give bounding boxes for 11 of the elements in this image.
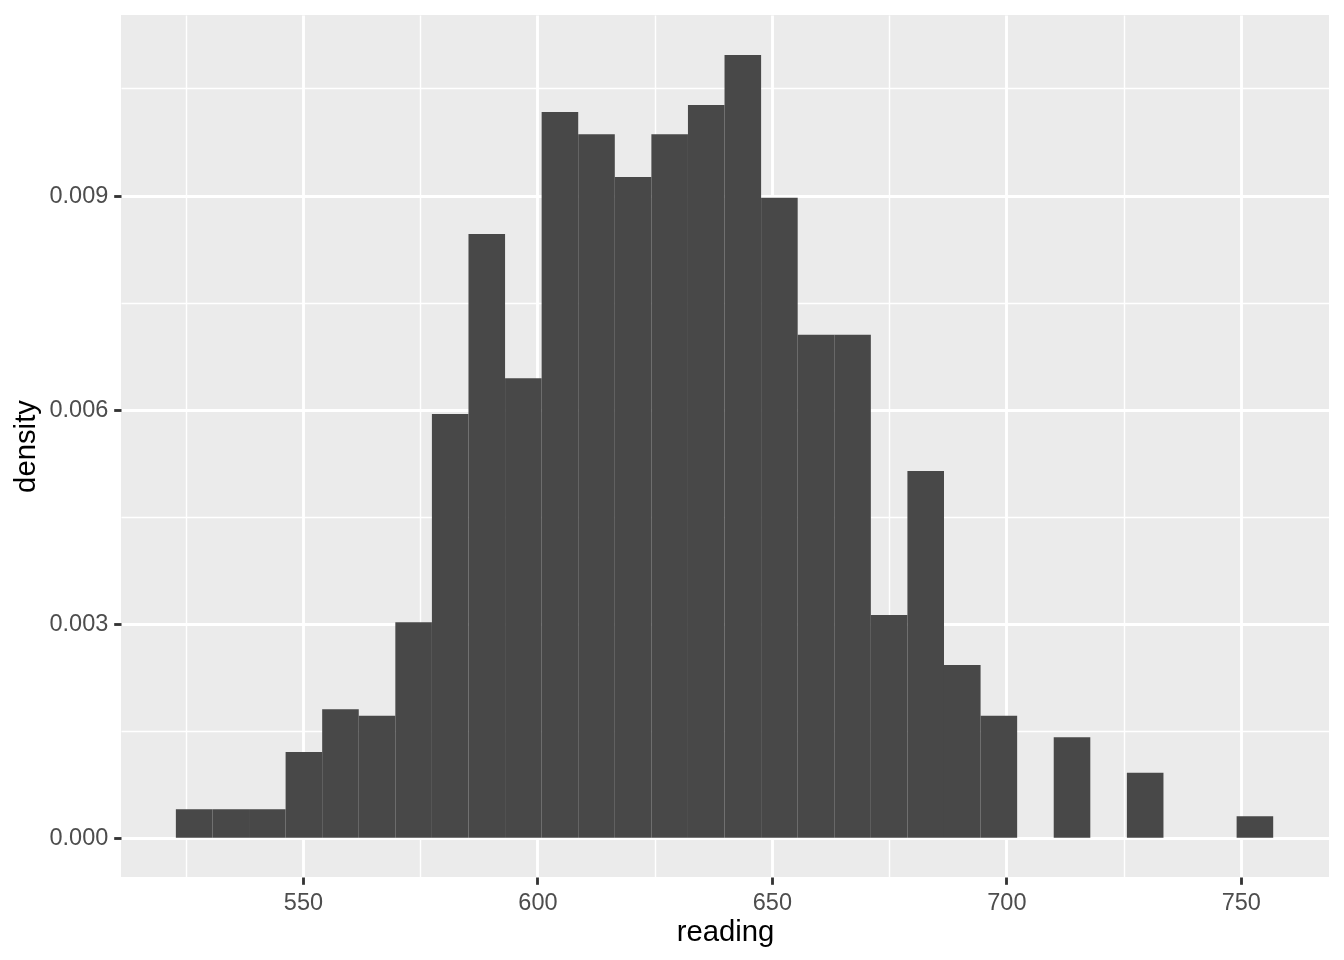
- x-tick-label: 750: [1221, 888, 1261, 915]
- x-tick-label: 600: [518, 888, 558, 915]
- y-tick-label: 0.003: [49, 610, 109, 637]
- y-axis-title: density: [8, 399, 42, 493]
- x-axis-title: reading: [676, 914, 775, 948]
- x-tick-label: 650: [752, 888, 792, 915]
- x-tick-label: 700: [987, 888, 1027, 915]
- y-tick-label: 0.009: [49, 182, 109, 209]
- y-tick-label: 0.000: [49, 824, 109, 851]
- x-tick-label: 550: [283, 888, 324, 915]
- y-tick-label: 0.006: [49, 396, 109, 423]
